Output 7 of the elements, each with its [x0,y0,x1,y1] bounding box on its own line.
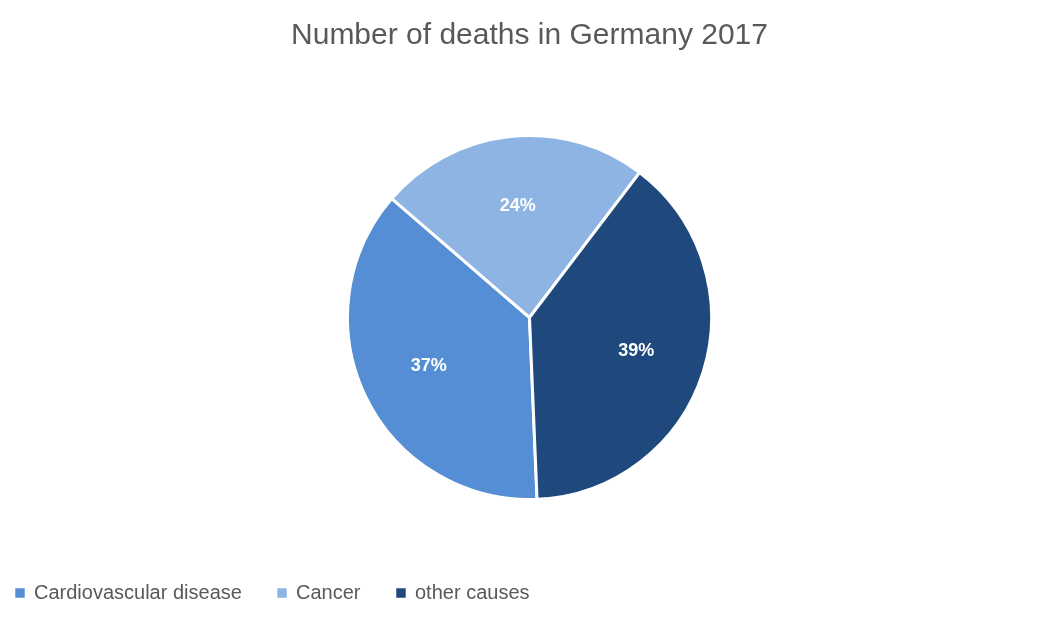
legend-label: Cancer [296,581,361,603]
legend-label: other causes [415,581,530,603]
data-label: 39% [618,340,655,361]
chart-title: Number of deaths in Germany 2017 [291,17,768,50]
data-label: 24% [499,195,536,216]
legend-label: Cardiovascular disease [34,581,242,603]
data-label: 37% [410,355,447,376]
